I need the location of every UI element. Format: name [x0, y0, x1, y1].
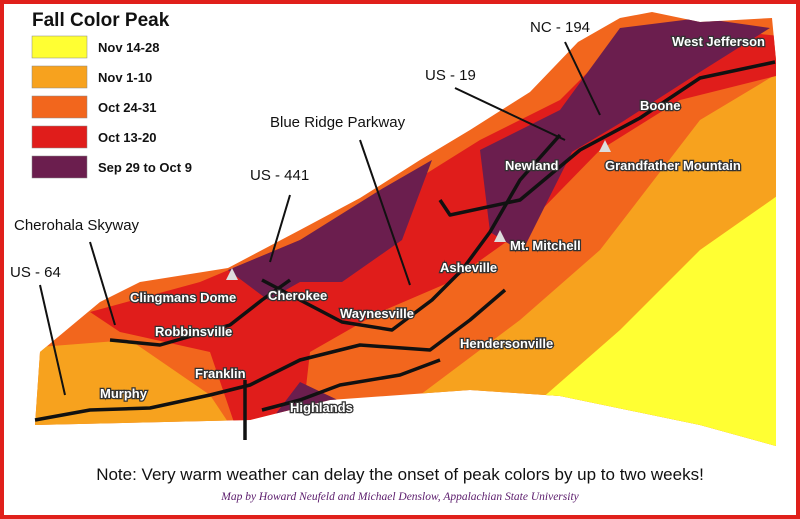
place-label: Mt. Mitchell [510, 238, 581, 253]
route-label: US - 19 [425, 67, 476, 84]
pointer [269, 194, 291, 263]
road [261, 133, 562, 332]
place-label: Grandfather Mountain [605, 158, 741, 173]
peak-icon [599, 140, 611, 152]
place-label: Newland [505, 158, 559, 173]
zone [90, 28, 776, 440]
pointer [454, 87, 566, 141]
legend-swatch [31, 35, 88, 59]
place-label: Waynesville [340, 306, 414, 321]
legend-swatch [31, 125, 88, 149]
legend-label: Oct 13-20 [98, 130, 157, 145]
place-label: Boone [640, 98, 680, 113]
zone [228, 160, 432, 300]
pointer [564, 41, 601, 116]
place-label: Franklin [195, 366, 246, 381]
place-label: Asheville [440, 260, 497, 275]
credit: Map by Howard Neufeld and Michael Denslo… [220, 491, 579, 503]
place-label: Clingmans Dome [130, 290, 236, 305]
legend-label: Nov 14-28 [98, 40, 159, 55]
place-label: Cherokee [268, 288, 327, 303]
place-label: Hendersonville [460, 336, 553, 351]
pointers [39, 41, 601, 396]
place-label: West Jefferson [672, 34, 765, 49]
legend-label: Sep 29 to Oct 9 [98, 160, 192, 175]
road [438, 60, 776, 217]
place-label: Robbinsville [155, 324, 232, 339]
legend-label: Nov 1-10 [98, 70, 152, 85]
route-label: Blue Ridge Parkway [270, 114, 406, 131]
legend-label: Oct 24-31 [98, 100, 157, 115]
zone [480, 18, 770, 252]
route-label: Cherohala Skyway [14, 217, 140, 234]
route-label: US - 64 [10, 264, 61, 281]
peaks [226, 140, 611, 280]
place-label: Murphy [100, 386, 148, 401]
legend-swatch [31, 95, 88, 119]
legend-swatch [31, 65, 88, 89]
road [34, 288, 507, 422]
place-label: Highlands [290, 400, 353, 415]
legend-swatch [31, 155, 88, 179]
pointer [39, 284, 66, 396]
peak-icon [226, 268, 238, 280]
pointer [89, 241, 116, 326]
legend-title: Fall Color Peak [32, 10, 170, 31]
legend: Fall Color Peak Nov 14-28 Nov 1-10 Oct 24-… [31, 10, 192, 179]
route-label: US - 441 [250, 167, 309, 184]
roads [34, 60, 776, 440]
route-label: NC - 194 [530, 19, 590, 36]
road [109, 278, 292, 347]
pointer [359, 139, 411, 286]
note: Note: Very warm weather can delay the on… [96, 465, 704, 484]
road [261, 358, 441, 412]
peak-icon [494, 230, 506, 242]
